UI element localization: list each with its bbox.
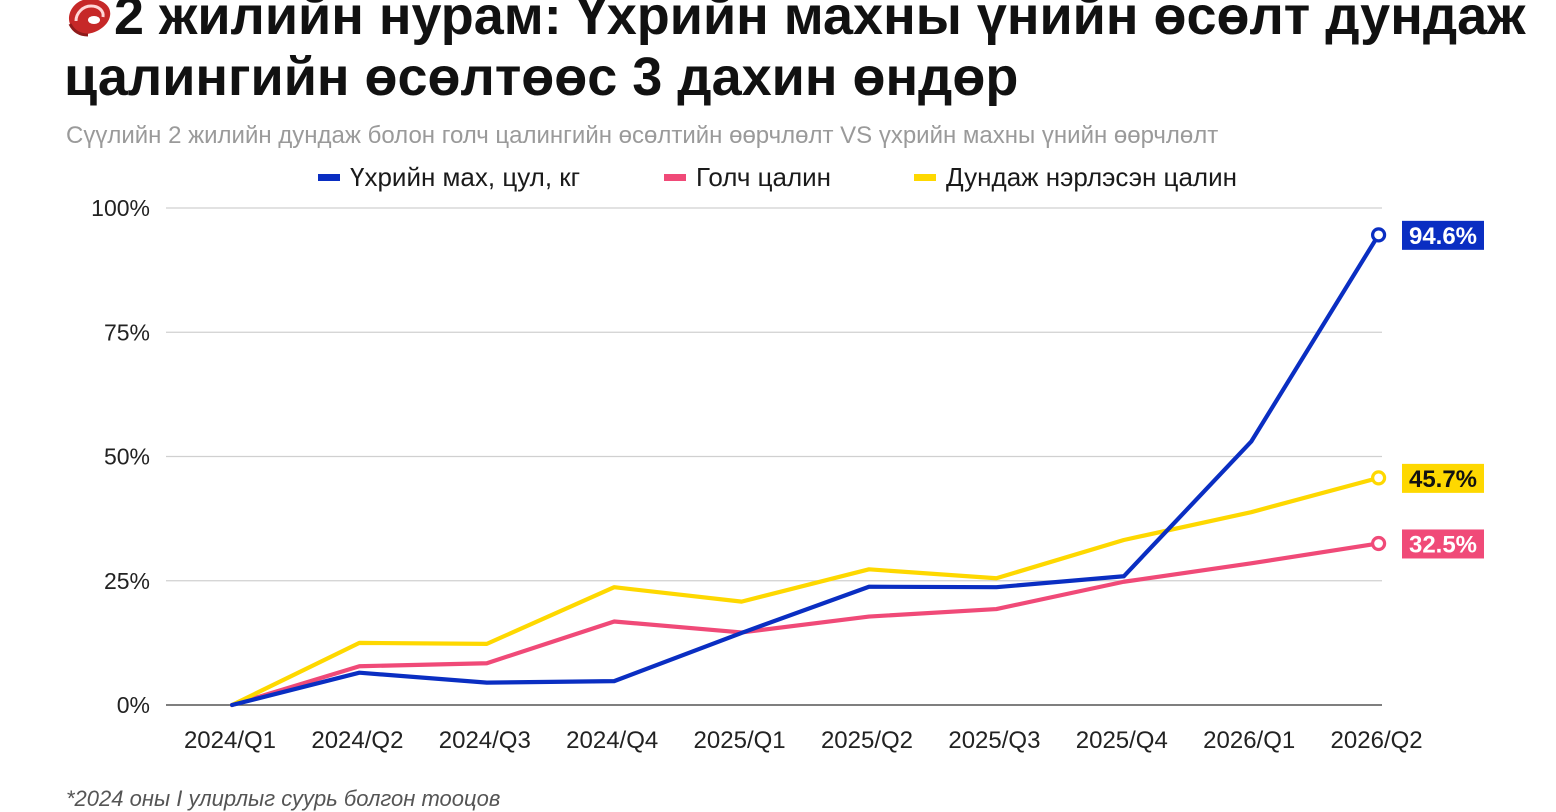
x-tick-label: 2025/Q4 bbox=[1076, 727, 1168, 754]
chart-legend: Үхрийн мах, цул, кг Голч цалин Дундаж нэрл… bbox=[0, 160, 1556, 194]
end-label-text: 94.6% bbox=[1409, 223, 1477, 250]
x-tick-label: 2025/Q2 bbox=[821, 727, 913, 754]
x-tick-label: 2024/Q4 bbox=[566, 727, 658, 754]
legend-item: Голч цалин bbox=[664, 160, 831, 194]
legend-label: Дундаж нэрлэсэн цалин bbox=[946, 162, 1237, 192]
legend-label: Үхрийн мах, цул, кг bbox=[350, 162, 581, 192]
end-label-text: 32.5% bbox=[1409, 531, 1477, 558]
x-tick-label: 2026/Q1 bbox=[1203, 727, 1295, 754]
series-line-2 bbox=[229, 475, 1381, 708]
y-tick-label: 50% bbox=[104, 444, 150, 470]
x-tick-label: 2024/Q3 bbox=[439, 727, 531, 754]
series-end-label: 45.7% bbox=[1402, 463, 1484, 493]
end-label-box bbox=[1402, 220, 1484, 250]
end-label-box bbox=[1402, 463, 1484, 493]
series-end-label: 32.5% bbox=[1402, 529, 1484, 559]
chart-title-text: 2 жилийн нурам: Үхрийн махны үнийн өсөлт… bbox=[64, 0, 1526, 107]
series-line-0 bbox=[229, 232, 1381, 708]
end-label-box bbox=[1402, 529, 1484, 559]
x-tick-label: 2024/Q2 bbox=[311, 727, 403, 754]
footnote: *2024 оны I улирлыг суурь болгон тооцов bbox=[66, 786, 501, 811]
series-end-label: 94.6% bbox=[1402, 220, 1484, 250]
x-tick-label: 2025/Q3 bbox=[948, 727, 1040, 754]
meat-icon bbox=[68, 0, 111, 37]
y-tick-label: 25% bbox=[104, 568, 150, 594]
series-end-marker bbox=[1370, 470, 1387, 486]
legend-item: Дундаж нэрлэсэн цалин bbox=[914, 160, 1237, 194]
end-label-text: 45.7% bbox=[1409, 466, 1477, 493]
legend-swatch bbox=[318, 173, 340, 181]
series-line-1 bbox=[229, 541, 1381, 708]
legend-item: Үхрийн мах, цул, кг bbox=[318, 160, 580, 194]
x-tick-label: 2026/Q2 bbox=[1331, 727, 1423, 754]
series-end-marker bbox=[1370, 227, 1387, 243]
legend-label: Голч цалин bbox=[696, 162, 832, 192]
x-tick-label: 2024/Q1 bbox=[184, 727, 276, 754]
chart-subtitle: Сүүлийн 2 жилийн дундаж болон голч цалин… bbox=[66, 122, 1219, 149]
y-tick-label: 75% bbox=[104, 319, 150, 345]
legend-swatch bbox=[664, 173, 686, 181]
y-tick-label: 100% bbox=[91, 195, 150, 221]
y-tick-label: 0% bbox=[117, 692, 150, 718]
series-end-marker bbox=[1370, 535, 1387, 552]
legend-swatch bbox=[914, 173, 936, 181]
chart-title: 2 жилийн нурам: Үхрийн махны үнийн өсөлт… bbox=[64, 0, 1544, 108]
x-tick-label: 2025/Q1 bbox=[694, 727, 786, 754]
